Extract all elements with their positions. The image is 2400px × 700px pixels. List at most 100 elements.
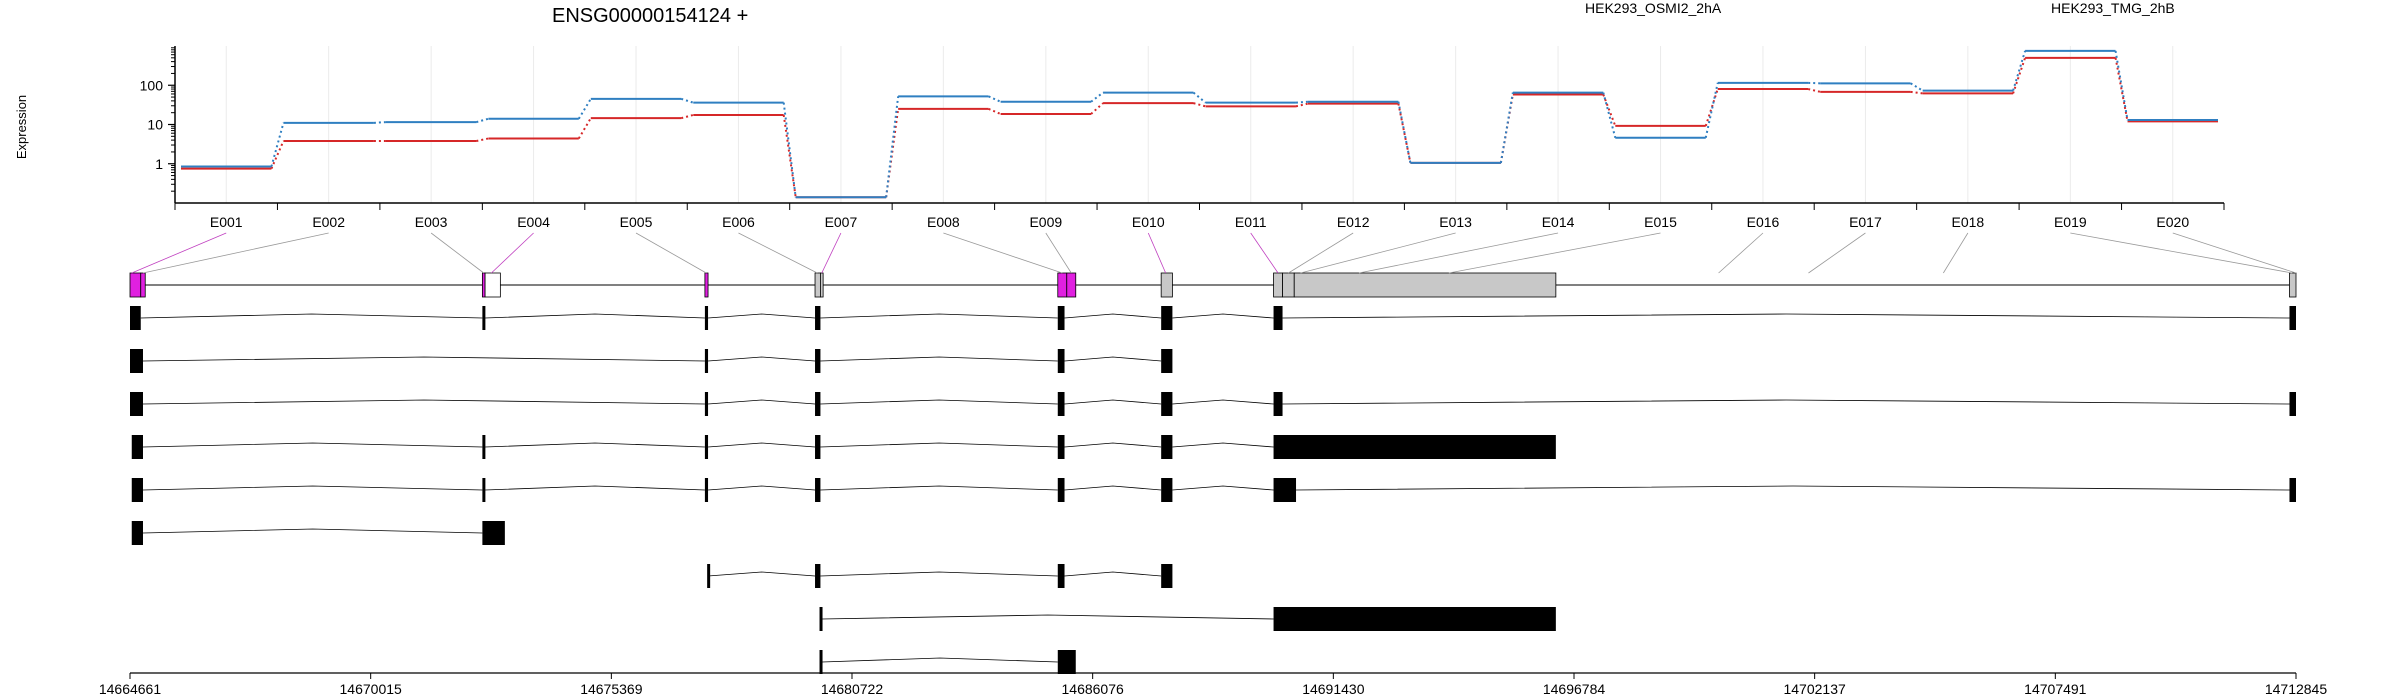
series-connector	[988, 107, 1001, 115]
intron	[820, 571, 1058, 577]
transcript-exon	[707, 564, 711, 588]
series-connector	[1910, 90, 1923, 95]
exon-box	[481, 272, 486, 298]
genomic-coordinate-axis: 14664661 14670015 14675369 14680722 14686076…	[99, 672, 2327, 697]
exon-link-line	[635, 232, 707, 274]
exon-link-line	[131, 232, 227, 274]
series-connector	[885, 108, 900, 198]
x-tick-label: E017	[1849, 214, 1882, 230]
series-connector	[1090, 102, 1104, 115]
x-tick-label: E018	[1952, 214, 1985, 230]
intron	[1282, 399, 2290, 405]
exon-link-line	[1250, 232, 1279, 274]
transcript-row	[131, 521, 505, 545]
series-connector	[680, 113, 694, 120]
exon-box	[1066, 272, 1077, 298]
exon-box	[814, 272, 821, 298]
series-connector	[476, 117, 489, 124]
series-connector	[577, 98, 592, 120]
series-1	[181, 56, 2218, 199]
genomic-tick-label: 14686076	[1062, 681, 1125, 697]
intron	[142, 399, 705, 405]
transcript-exon	[1161, 435, 1173, 459]
series-connector	[1295, 102, 1309, 108]
exon-link-line	[1448, 232, 1661, 274]
series-connector	[270, 140, 285, 170]
intron	[820, 485, 1058, 491]
transcript-exon	[130, 392, 143, 416]
intron	[1064, 485, 1162, 491]
transcript-exon	[815, 349, 821, 373]
x-tick-label: E020	[2156, 214, 2189, 230]
intron	[820, 313, 1058, 319]
exon-box	[1057, 272, 1068, 298]
transcript-exon	[815, 435, 821, 459]
transcript-exon	[704, 306, 709, 330]
intron	[708, 399, 816, 405]
exon-box	[1160, 272, 1173, 298]
transcript-exon	[815, 306, 821, 330]
series-connector	[2012, 50, 2027, 91]
transcript-exon	[1161, 564, 1173, 588]
series-connector	[1704, 82, 1719, 138]
intron	[1172, 485, 1274, 491]
transcript-exon	[815, 478, 821, 502]
intron	[708, 571, 816, 577]
intron	[1064, 571, 1162, 577]
transcript-row	[130, 392, 2296, 416]
intron	[1064, 356, 1162, 362]
series-connector	[2114, 57, 2129, 122]
exon-link-line	[1943, 232, 1969, 274]
x-tick-label: E010	[1132, 214, 1165, 230]
transcript-exon	[1273, 478, 1297, 502]
transcript-exon	[1057, 650, 1076, 674]
transcript-exon	[704, 392, 709, 416]
intron	[820, 442, 1058, 448]
transcript-exon	[1057, 392, 1065, 416]
genomic-tick-label: 14702137	[1783, 681, 1846, 697]
series-connector	[1499, 92, 1514, 164]
transcript-row	[819, 650, 1076, 674]
transcript-exon	[130, 306, 141, 330]
intron	[822, 614, 1274, 620]
transcript-exon	[1161, 349, 1173, 373]
x-tick-label: E002	[312, 214, 345, 230]
series-connector	[1193, 102, 1206, 108]
intron	[708, 356, 816, 362]
legend-series-1: HEK293_OSMI2_2hA	[1585, 0, 1722, 16]
plot-area: 1 10 100 E001 E002 E003 E004 E005 E006 E007 E008 E0…	[140, 46, 2225, 230]
x-tick-label: E019	[2054, 214, 2087, 230]
series-connector	[1090, 91, 1104, 103]
intron	[142, 442, 483, 448]
intron	[485, 313, 705, 319]
intron	[820, 356, 1058, 362]
transcript-exon	[482, 478, 486, 502]
transcript-exon	[704, 435, 709, 459]
exon-box	[129, 272, 142, 298]
exon-link-line	[2070, 232, 2293, 274]
exon-link-line	[2172, 232, 2297, 274]
transcript-exon	[482, 521, 505, 545]
transcript-exon	[704, 349, 709, 373]
series-connector	[1807, 88, 1821, 93]
transcript-row	[819, 607, 1556, 631]
series-connector	[782, 102, 797, 198]
y-tick-label: 1	[155, 156, 163, 172]
gene-model-track	[129, 232, 2297, 298]
series-connector	[373, 121, 386, 124]
series-connector	[988, 95, 1002, 103]
series-connector	[680, 97, 694, 104]
exon-link-line	[1300, 232, 1456, 274]
intron	[708, 442, 816, 448]
intron	[485, 485, 705, 491]
exon-box	[820, 272, 824, 298]
series-connector	[782, 114, 797, 198]
exon-link-line	[738, 232, 818, 274]
x-tick-label: E007	[825, 214, 858, 230]
x-tick-label: E014	[1542, 214, 1575, 230]
series-connector	[1910, 82, 1924, 92]
intron	[485, 442, 705, 448]
genomic-tick-label: 14680722	[821, 681, 884, 697]
transcript-row	[131, 435, 1556, 459]
transcript-row	[130, 306, 2296, 330]
